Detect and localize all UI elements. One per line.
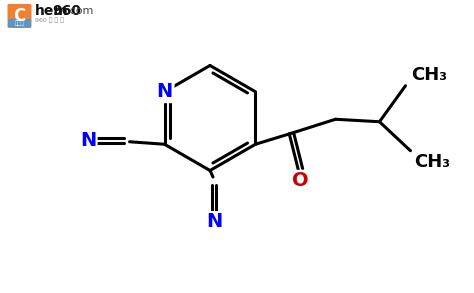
Text: N: N <box>206 212 222 231</box>
Text: CH₃: CH₃ <box>411 66 447 84</box>
Text: hem: hem <box>35 4 69 18</box>
Text: CH₃: CH₃ <box>414 153 450 171</box>
Text: .com: .com <box>67 6 94 16</box>
Text: C: C <box>13 7 26 25</box>
Text: 960: 960 <box>52 4 81 18</box>
Text: N: N <box>156 82 173 101</box>
FancyBboxPatch shape <box>8 4 31 28</box>
Text: O: O <box>292 171 309 190</box>
Text: N: N <box>81 131 97 150</box>
Text: 960 化 工 网: 960 化 工 网 <box>35 18 64 23</box>
FancyBboxPatch shape <box>8 19 31 28</box>
Text: 化工网: 化工网 <box>15 21 24 26</box>
